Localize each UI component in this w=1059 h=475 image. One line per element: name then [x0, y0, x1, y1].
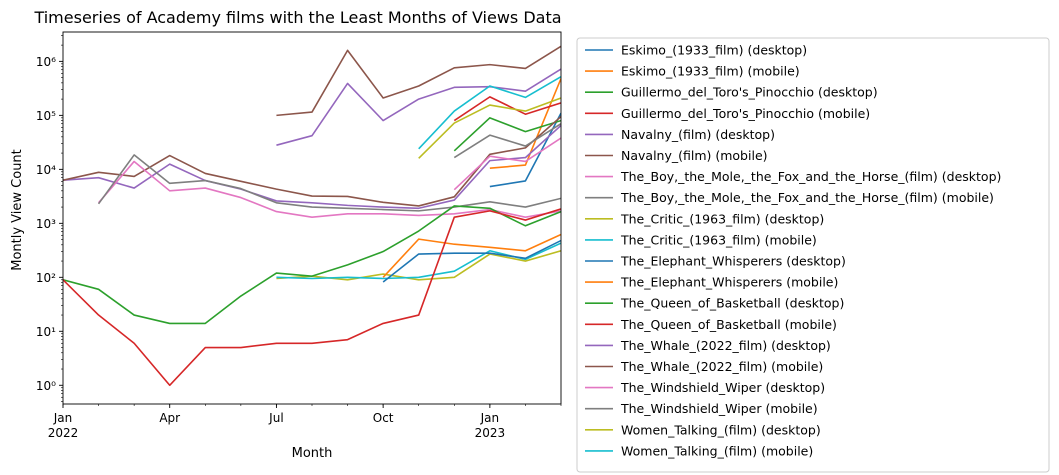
series-line-5: [63, 124, 561, 210]
legend-label: Guillermo_del_Toro's_Pinocchio (mobile): [621, 106, 870, 121]
legend-item: Guillermo_del_Toro's_Pinocchio (mobile): [585, 106, 870, 121]
legend-item: Navalny_(film) (mobile): [585, 148, 768, 163]
series-line-9: [276, 250, 561, 281]
series-line-13: [63, 205, 561, 325]
y-tick-label: 10³: [36, 217, 56, 231]
legend-label: The_Elephant_Whisperers (mobile): [620, 275, 838, 290]
legend-label: The_Windshield_Wiper (desktop): [620, 380, 825, 395]
x-tick-label: Jan: [480, 411, 500, 425]
x-axis-label: Month: [292, 446, 333, 461]
x-tick-label: Jul: [268, 411, 283, 425]
y-axis-label: Montly View Count: [10, 149, 25, 271]
legend-label: Eskimo_(1933_film) (desktop): [621, 43, 807, 58]
x-tick-label: Oct: [373, 411, 394, 425]
legend-label: Women_Talking_(film) (desktop): [621, 422, 821, 437]
legend-label: Women_Talking_(film) (mobile): [621, 443, 813, 458]
legend-box: [576, 37, 1050, 473]
y-tick-label: 10⁵: [36, 109, 56, 123]
legend: Eskimo_(1933_film) (desktop) Eskimo_(1933…: [576, 37, 1050, 473]
legend-item: Eskimo_(1933_film) (mobile): [585, 64, 800, 79]
legend-item: The_Boy,_the_Mole,_the_Fox_and_the_Horse…: [585, 169, 1001, 184]
y-tick-label: 10²: [36, 271, 56, 285]
series-line-19: [418, 97, 561, 159]
legend-item: The_Queen_of_Basketball (mobile): [585, 317, 837, 332]
legend-item: The_Windshield_Wiper (desktop): [585, 380, 825, 395]
legend-item: Women_Talking_(film) (mobile): [585, 443, 813, 458]
legend-label: The_Boy,_the_Mole,_the_Fox_and_the_Horse…: [620, 190, 994, 205]
legend-label: The_Boy,_the_Mole,_the_Fox_and_the_Horse…: [620, 169, 1001, 184]
series-line-6: [63, 115, 561, 207]
legend-item: The_Elephant_Whisperers (desktop): [585, 254, 846, 269]
legend-item: The_Boy,_the_Mole,_the_Fox_and_the_Horse…: [585, 190, 994, 205]
series-line-15: [276, 68, 561, 146]
legend-item: The_Critic_(1963_film) (desktop): [585, 211, 824, 226]
legend-label: The_Whale_(2022_film) (desktop): [620, 338, 831, 353]
legend-label: Navalny_(film) (mobile): [621, 148, 768, 163]
series-line-12: [382, 233, 561, 278]
legend-label: The_Windshield_Wiper (mobile): [620, 401, 818, 416]
legend-label: The_Critic_(1963_film) (mobile): [620, 232, 817, 247]
legend-item: Women_Talking_(film) (desktop): [585, 422, 821, 437]
series-line-11: [382, 239, 561, 283]
series-line-20: [418, 76, 561, 150]
y-tick-label: 10¹: [36, 325, 56, 339]
legend-label: The_Critic_(1963_film) (desktop): [620, 211, 824, 226]
chart-title: Timeseries of Academy films with the Lea…: [33, 8, 561, 27]
legend-item: Guillermo_del_Toro's_Pinocchio (desktop): [585, 85, 878, 100]
y-axis: 10⁰ 10¹ 10² 10³ 10⁴ 10⁵ 10⁶: [36, 35, 63, 402]
legend-item: Eskimo_(1933_film) (desktop): [585, 43, 807, 58]
y-tick-label: 10⁴: [36, 163, 56, 177]
legend-label: The_Queen_of_Basketball (mobile): [620, 317, 837, 332]
legend-item: The_Elephant_Whisperers (mobile): [585, 275, 838, 290]
legend-label: Navalny_(film) (desktop): [621, 127, 775, 142]
legend-item: The_Whale_(2022_film) (desktop): [585, 338, 831, 353]
legend-label: The_Elephant_Whisperers (desktop): [620, 254, 846, 269]
legend-label: The_Whale_(2022_film) (mobile): [620, 359, 823, 374]
legend-label: Eskimo_(1933_film) (mobile): [621, 64, 800, 79]
series-line-3: [453, 117, 561, 152]
x-tick-year-label: 2023: [475, 426, 506, 440]
series-line-17: [453, 137, 561, 191]
legend-item: The_Windshield_Wiper (mobile): [585, 401, 818, 416]
series-line-14: [63, 208, 561, 387]
series-line-8: [97, 154, 561, 212]
legend-item: The_Whale_(2022_film) (mobile): [585, 359, 823, 374]
legend-label: Guillermo_del_Toro's_Pinocchio (desktop): [621, 85, 878, 100]
y-tick-label: 10⁶: [36, 55, 56, 69]
series-line-16: [276, 45, 561, 117]
series-line-7: [97, 160, 561, 218]
plot-frame: [62, 31, 562, 405]
x-tick-label: Jan: [53, 411, 73, 425]
legend-item: The_Critic_(1963_film) (mobile): [585, 232, 817, 247]
legend-item: Navalny_(film) (desktop): [585, 127, 775, 142]
plot-area: [63, 45, 561, 387]
series-line-4: [453, 96, 561, 122]
x-tick-label: Apr: [159, 411, 180, 425]
series-line-18: [453, 123, 561, 159]
x-tick-year-label: 2022: [48, 426, 79, 440]
legend-label: The_Queen_of_Basketball (desktop): [620, 296, 844, 311]
y-tick-label: 10⁰: [36, 379, 56, 393]
legend-item: The_Queen_of_Basketball (desktop): [585, 296, 844, 311]
